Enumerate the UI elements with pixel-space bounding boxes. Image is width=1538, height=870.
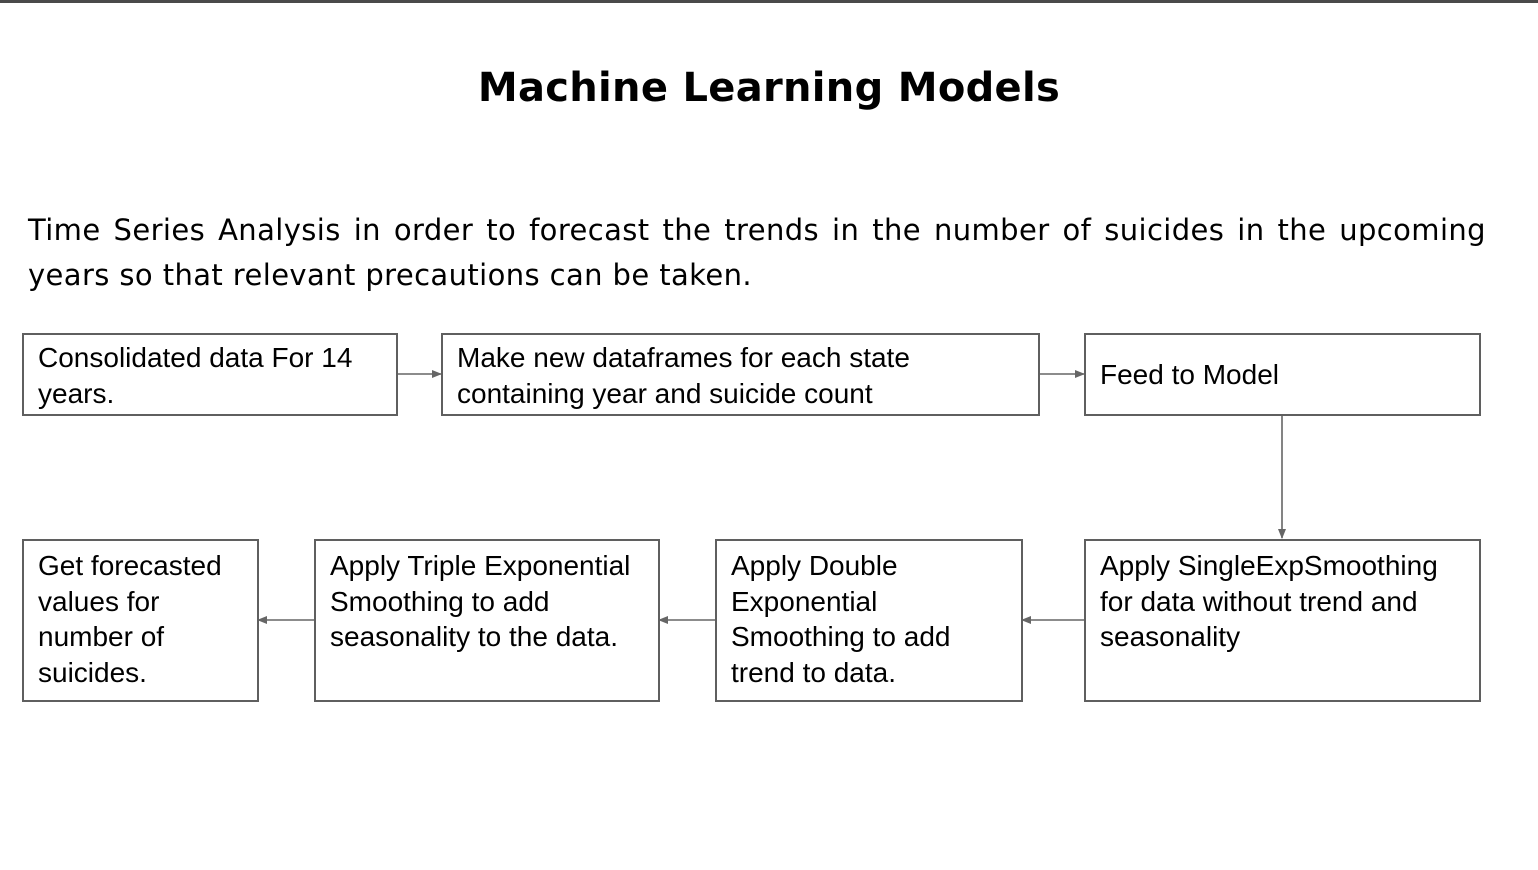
intro-paragraph: Time Series Analysis in order to forecas… bbox=[28, 213, 1486, 292]
page-title: Machine Learning Models bbox=[477, 65, 1061, 111]
box-forecasted-values: Get forecasted values for number of suic… bbox=[22, 539, 259, 702]
box-feed-to-model: Feed to Model bbox=[1084, 333, 1481, 416]
box-double-exp-smoothing: Apply Double Exponential Smoothing to ad… bbox=[715, 539, 1023, 702]
box-feed-to-model-label: Feed to Model bbox=[1100, 358, 1279, 390]
top-rule bbox=[0, 0, 1538, 3]
box-single-exp-smoothing-label: Apply SingleExpSmoothing for data withou… bbox=[1100, 550, 1438, 652]
box-triple-exp-smoothing-label: Apply Triple Exponential Smoothing to ad… bbox=[330, 550, 631, 652]
box-double-exp-smoothing-label: Apply Double Exponential Smoothing to ad… bbox=[731, 550, 951, 688]
box-single-exp-smoothing: Apply SingleExpSmoothing for data withou… bbox=[1084, 539, 1481, 702]
box-make-dataframes-label: Make new dataframes for each state conta… bbox=[457, 342, 910, 409]
box-make-dataframes: Make new dataframes for each state conta… bbox=[441, 333, 1040, 416]
box-forecasted-values-label: Get forecasted values for number of suic… bbox=[38, 550, 222, 688]
box-consolidated-data: Consolidated data For 14 years. bbox=[22, 333, 398, 416]
box-triple-exp-smoothing: Apply Triple Exponential Smoothing to ad… bbox=[314, 539, 660, 702]
box-consolidated-data-label: Consolidated data For 14 years. bbox=[38, 342, 353, 409]
